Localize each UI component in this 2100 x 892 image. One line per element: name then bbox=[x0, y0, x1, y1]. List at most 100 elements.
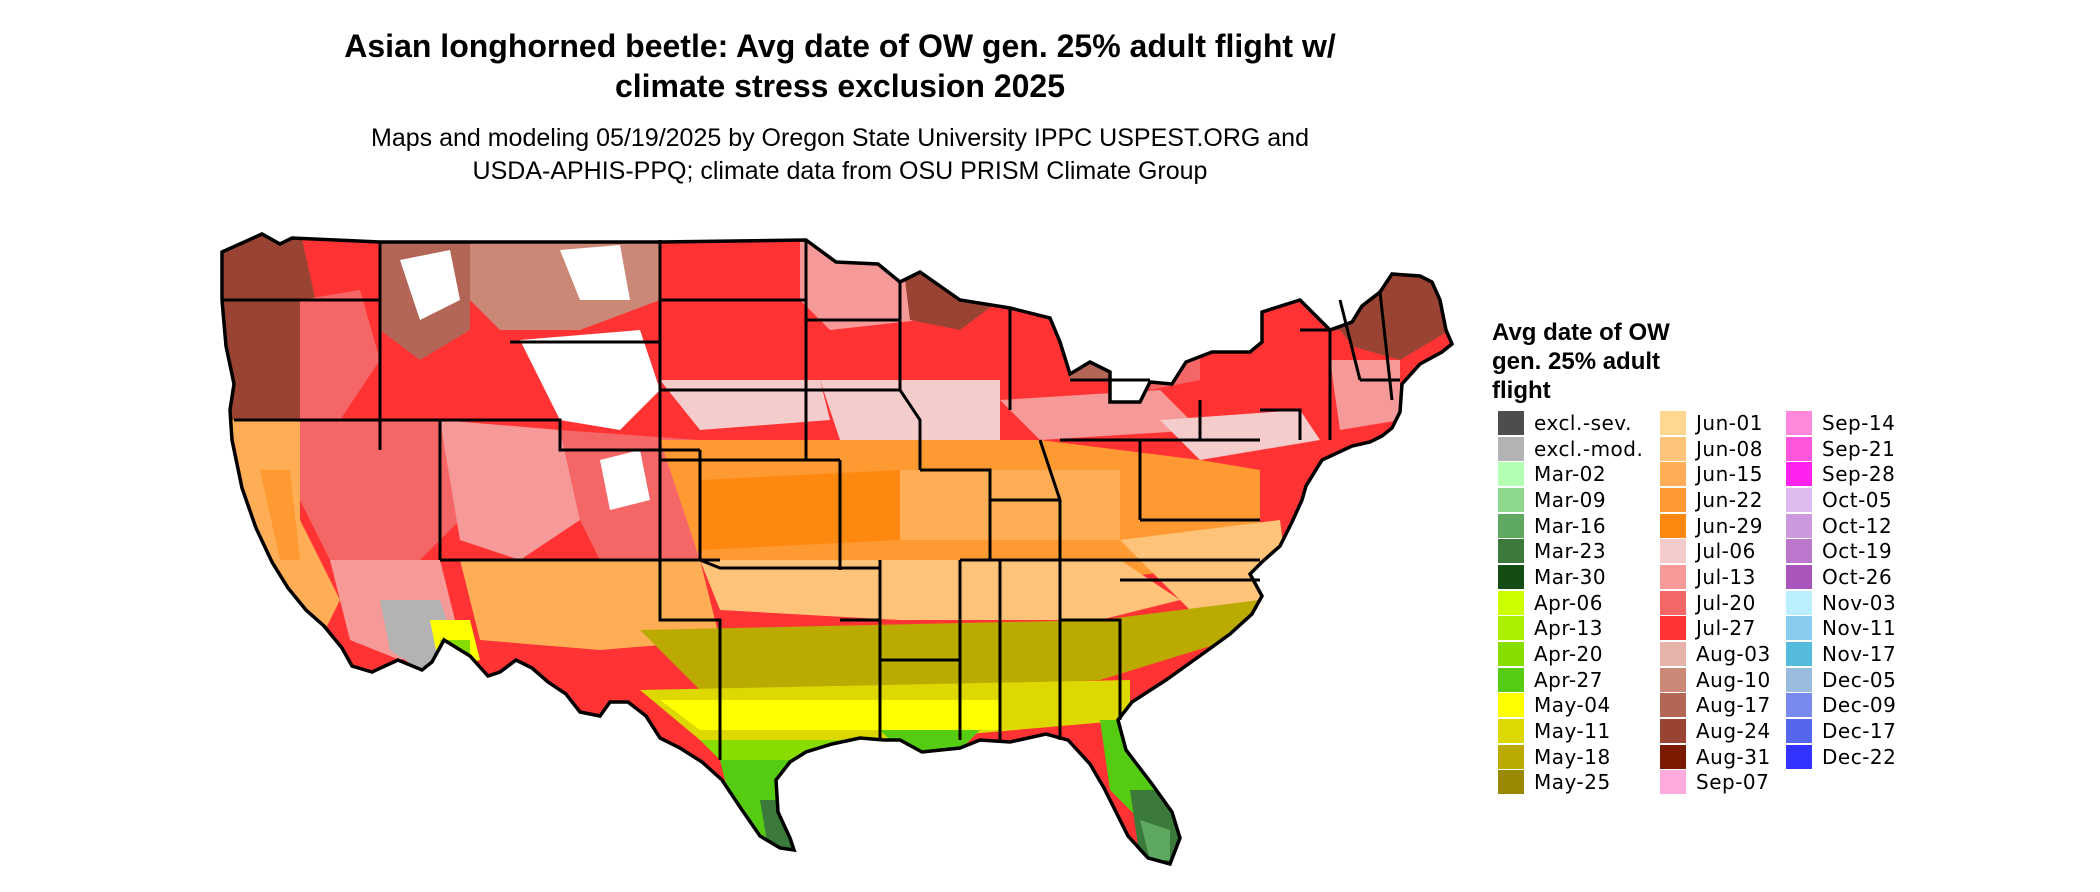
legend-swatch bbox=[1660, 719, 1686, 744]
legend-label: Jun-01 bbox=[1696, 410, 1763, 435]
legend-swatch bbox=[1498, 513, 1524, 538]
flight-date-color-bands bbox=[222, 234, 1452, 864]
legend-label: Jul-20 bbox=[1696, 590, 1756, 615]
legend-label: Aug-17 bbox=[1696, 693, 1771, 718]
legend-label: Aug-31 bbox=[1696, 744, 1771, 769]
legend-item: May-18 bbox=[1498, 744, 1643, 770]
legend-swatch bbox=[1660, 487, 1686, 512]
legend-swatch bbox=[1786, 590, 1812, 615]
legend-swatch bbox=[1498, 642, 1524, 667]
legend-item: Nov-17 bbox=[1786, 641, 1896, 667]
legend-swatch bbox=[1660, 462, 1686, 487]
legend-swatch bbox=[1660, 436, 1686, 461]
legend-item: Oct-19 bbox=[1786, 538, 1896, 564]
state-boundaries bbox=[222, 240, 1400, 760]
legend-swatch bbox=[1498, 590, 1524, 615]
legend-label: Dec-22 bbox=[1822, 744, 1897, 769]
legend-label: Oct-26 bbox=[1822, 564, 1893, 589]
legend-swatch bbox=[1786, 513, 1812, 538]
legend-swatch bbox=[1498, 693, 1524, 718]
legend-item: Jul-06 bbox=[1660, 538, 1771, 564]
legend-label: Jul-27 bbox=[1696, 616, 1756, 641]
legend-label: Nov-17 bbox=[1822, 642, 1897, 667]
legend-swatch bbox=[1660, 744, 1686, 769]
legend-item: Apr-27 bbox=[1498, 667, 1643, 693]
legend-label: Sep-14 bbox=[1822, 410, 1896, 435]
legend-swatch bbox=[1660, 410, 1686, 435]
legend-label: Jul-06 bbox=[1696, 539, 1756, 564]
legend-swatch bbox=[1498, 719, 1524, 744]
legend-label: Sep-28 bbox=[1822, 462, 1896, 487]
legend-swatch bbox=[1660, 693, 1686, 718]
legend-item: excl.-mod. bbox=[1498, 436, 1643, 462]
legend-label: Mar-09 bbox=[1534, 487, 1607, 512]
legend-label: Apr-20 bbox=[1534, 642, 1603, 667]
legend-label: Jun-08 bbox=[1696, 436, 1763, 461]
legend-item: May-25 bbox=[1498, 770, 1643, 796]
legend-item: May-11 bbox=[1498, 718, 1643, 744]
legend-swatch bbox=[1786, 719, 1812, 744]
legend-item: Jun-29 bbox=[1660, 513, 1771, 539]
legend-column-2: Jun-01 Jun-08 Jun-15 Jun-22 Jun-29 Jul-06 Jul-… bbox=[1660, 410, 1771, 795]
legend-swatch bbox=[1660, 590, 1686, 615]
legend-item: Apr-06 bbox=[1498, 590, 1643, 616]
legend-item: Mar-30 bbox=[1498, 564, 1643, 590]
legend-item: Mar-09 bbox=[1498, 487, 1643, 513]
legend-swatch bbox=[1786, 487, 1812, 512]
legend-label: Nov-03 bbox=[1822, 590, 1897, 615]
legend-label: Oct-12 bbox=[1822, 513, 1893, 538]
legend-item: Oct-12 bbox=[1786, 513, 1896, 539]
legend-swatch bbox=[1660, 667, 1686, 692]
legend-item: Nov-03 bbox=[1786, 590, 1896, 616]
legend-item: Mar-16 bbox=[1498, 513, 1643, 539]
legend-item: Jun-22 bbox=[1660, 487, 1771, 513]
legend-item: Nov-11 bbox=[1786, 616, 1896, 642]
legend-item: Aug-17 bbox=[1660, 693, 1771, 719]
legend-swatch bbox=[1786, 539, 1812, 564]
legend-label: Dec-09 bbox=[1822, 693, 1897, 718]
legend-label: Nov-11 bbox=[1822, 616, 1897, 641]
legend-item: Dec-17 bbox=[1786, 718, 1896, 744]
legend-item: Jul-13 bbox=[1660, 564, 1771, 590]
legend-item: Sep-21 bbox=[1786, 436, 1896, 462]
legend-item: Aug-03 bbox=[1660, 641, 1771, 667]
legend-label: Mar-30 bbox=[1534, 564, 1607, 589]
legend-item: Aug-31 bbox=[1660, 744, 1771, 770]
legend-swatch bbox=[1786, 462, 1812, 487]
map-title-line-2: climate stress exclusion 2025 bbox=[614, 68, 1066, 104]
map-subtitle-line-1: Maps and modeling 05/19/2025 by Oregon S… bbox=[371, 124, 1309, 152]
legend-label: Sep-07 bbox=[1696, 770, 1770, 795]
legend-label: May-11 bbox=[1534, 719, 1611, 744]
legend-swatch bbox=[1498, 744, 1524, 769]
legend-label: Jun-22 bbox=[1696, 487, 1763, 512]
legend-label: Jul-13 bbox=[1696, 564, 1756, 589]
legend-item: Jul-20 bbox=[1660, 590, 1771, 616]
legend-title-line-2: gen. 25% adult bbox=[1492, 348, 1661, 375]
legend-column-3: Sep-14 Sep-21 Sep-28 Oct-05 Oct-12 Oct-19 Oct-… bbox=[1786, 410, 1896, 770]
legend-label: excl.-mod. bbox=[1534, 436, 1644, 461]
legend-item: Sep-14 bbox=[1786, 410, 1896, 436]
legend-swatch bbox=[1786, 744, 1812, 769]
legend-swatch bbox=[1786, 410, 1812, 435]
legend-item: Mar-02 bbox=[1498, 461, 1643, 487]
legend-swatch bbox=[1498, 487, 1524, 512]
legend-item: Jun-08 bbox=[1660, 436, 1771, 462]
legend-label: Aug-24 bbox=[1696, 719, 1771, 744]
legend-swatch bbox=[1786, 616, 1812, 641]
legend-item: Sep-28 bbox=[1786, 461, 1896, 487]
legend-swatch bbox=[1786, 436, 1812, 461]
legend-item: Oct-05 bbox=[1786, 487, 1896, 513]
legend-swatch bbox=[1498, 770, 1524, 795]
legend-swatch bbox=[1786, 693, 1812, 718]
legend-swatch bbox=[1498, 410, 1524, 435]
legend-label: May-18 bbox=[1534, 744, 1611, 769]
legend-label: Jun-29 bbox=[1696, 513, 1763, 538]
legend-swatch bbox=[1660, 642, 1686, 667]
legend-label: Apr-06 bbox=[1534, 590, 1603, 615]
legend-swatch bbox=[1498, 436, 1524, 461]
legend-item: Aug-10 bbox=[1660, 667, 1771, 693]
legend-column-1: excl.-sev. excl.-mod. Mar-02 Mar-09 Mar-16 Ma… bbox=[1498, 410, 1643, 795]
legend-item: May-04 bbox=[1498, 693, 1643, 719]
legend-label: Oct-19 bbox=[1822, 539, 1893, 564]
